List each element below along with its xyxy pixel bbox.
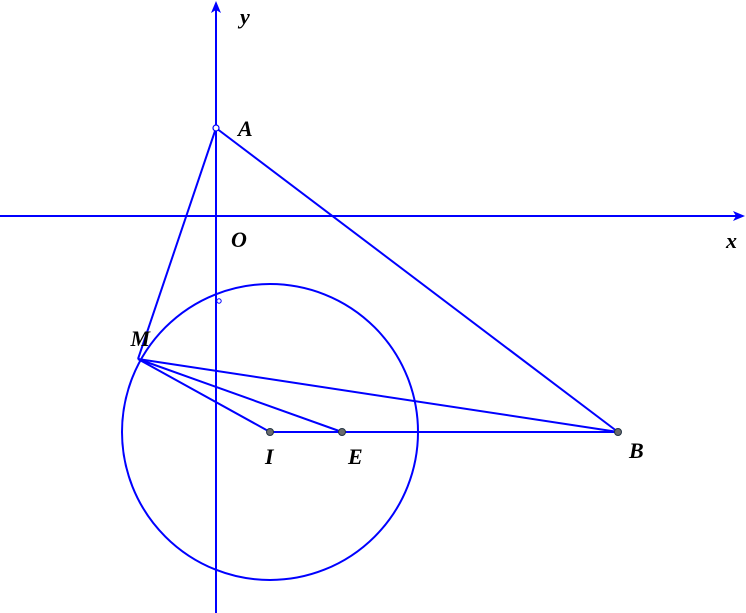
point-E-marker bbox=[339, 429, 346, 436]
point-a-label: A bbox=[236, 116, 253, 141]
segment-A-B bbox=[216, 128, 618, 432]
y-axis-label: y bbox=[237, 4, 250, 29]
point-e-label: E bbox=[347, 444, 363, 469]
point-i-label: I bbox=[264, 444, 275, 469]
point-m-label: M bbox=[129, 326, 151, 351]
point-A-marker bbox=[213, 125, 219, 131]
segment-A-M bbox=[138, 128, 216, 359]
point-I-marker bbox=[267, 429, 274, 436]
origin-label: O bbox=[231, 227, 247, 252]
segments bbox=[138, 128, 618, 432]
point-B-marker bbox=[615, 429, 622, 436]
geometry-diagram: x y O A B M I E bbox=[0, 0, 746, 613]
segment-M-E bbox=[138, 359, 342, 432]
segment-M-B bbox=[138, 359, 618, 432]
point-smallOpen-marker bbox=[217, 299, 221, 303]
x-axis-label: x bbox=[725, 228, 737, 253]
point-b-label: B bbox=[628, 438, 644, 463]
